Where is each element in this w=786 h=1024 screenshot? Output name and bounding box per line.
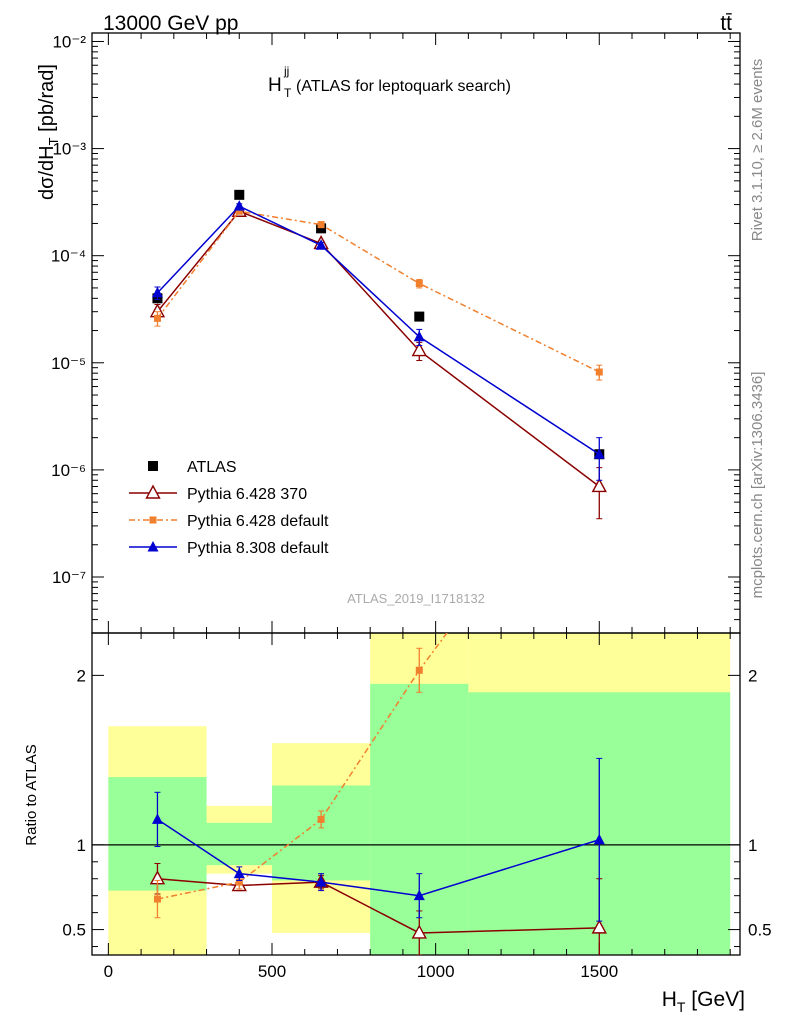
ratio-y-tick-label: 1 (77, 836, 86, 855)
ratio-data-point (317, 815, 325, 823)
main-series-pythia-8-308-default (151, 200, 605, 481)
analysis-id: ATLAS_2019_I1718132 (347, 591, 485, 606)
main-y-tick-label: 10⁻⁴ (51, 247, 86, 266)
ratio-y-axis-label: Ratio to ATLAS (23, 744, 40, 845)
main-plot-title: H (268, 75, 282, 96)
main-y-tick-label: 10⁻² (52, 32, 86, 51)
green-band-2 (272, 785, 371, 881)
title-subscript: T (284, 86, 292, 100)
ratio-y-tick-label: 0.5 (62, 921, 86, 940)
ratio-data-point (151, 813, 163, 824)
legend-item-pythia-6-428-default: Pythia 6.428 default (129, 513, 329, 530)
data-point (591, 478, 607, 493)
main-series-pythia-6-428-default (153, 207, 603, 381)
legend-label: Pythia 8.308 default (187, 540, 329, 557)
data-point (315, 239, 327, 250)
process-label: tt̄ (720, 12, 732, 35)
legend-marker (148, 461, 158, 471)
legend-label: ATLAS (187, 459, 237, 476)
main-y-tick-label: 10⁻⁷ (52, 568, 86, 587)
energy-label: 13000 GeV pp (103, 12, 238, 35)
data-point (234, 189, 245, 200)
title-superscript: jj (283, 64, 289, 78)
data-point (316, 223, 327, 234)
legend-item-pythia-8-308-default: Pythia 8.308 default (129, 540, 329, 557)
data-point (411, 342, 427, 357)
uncertainty-bands (92, 633, 740, 955)
data-point (414, 311, 425, 322)
x-tick-label: 1500 (580, 962, 618, 981)
legend-marker (147, 541, 159, 552)
rivet-label: Rivet 3.1.10, ≥ 2.6M events (749, 59, 766, 242)
x-tick-label: 500 (258, 962, 286, 981)
ratio-data-point (315, 876, 327, 887)
ratio-y-tick-label: 0.5 (748, 921, 772, 940)
ratio-data-point (153, 895, 161, 903)
ratio-data-point (233, 867, 245, 879)
ratio-series-pythia-8-308-default (151, 757, 605, 922)
ratio-series-group (149, 633, 607, 955)
data-point (317, 221, 325, 229)
ratio-y-tick-label: 1 (748, 836, 757, 855)
x-axis-label: HT [GeV] (662, 988, 745, 1015)
main-y-tick-label: 10⁻³ (52, 140, 86, 159)
data-series (149, 189, 607, 955)
data-point (593, 448, 605, 459)
legend-label: Pythia 6.428 default (187, 513, 329, 530)
ratio-y-tick-label: 2 (77, 666, 86, 685)
data-point (153, 314, 161, 322)
data-point (233, 200, 245, 211)
ratio-data-point (415, 666, 423, 674)
title-rest: (ATLAS for leptoquark search) (296, 78, 511, 95)
data-point (151, 286, 163, 298)
data-point (595, 368, 603, 376)
data-point (235, 207, 243, 215)
ratio-y-tick-label: 2 (748, 666, 757, 685)
legend-item-pythia-6-428-370: Pythia 6.428 370 (129, 484, 307, 503)
main-series-group (149, 189, 607, 520)
legend-marker (145, 484, 161, 499)
legend-marker (149, 516, 157, 524)
ratio-plot-frame (91, 632, 741, 956)
mcplots-label: mcplots.cern.ch [arXiv:1306.3436] (749, 372, 766, 599)
legend-label: Pythia 6.428 370 (187, 486, 307, 503)
ratio-data-point (593, 833, 605, 845)
series-line (156, 210, 600, 373)
ratio-data-point (591, 919, 607, 934)
main-series-atlas (152, 189, 605, 460)
data-point (415, 279, 423, 287)
x-tick-label: 0 (104, 962, 113, 981)
ratio-data-point (411, 924, 427, 939)
data-point (413, 330, 425, 342)
axes: 10⁻⁷ 10⁻⁶ 10⁻⁵ 10⁻⁴ 10⁻³ 10⁻² 0 500 1000 1500 0.5 0… (51, 32, 772, 981)
ratio-data-point (235, 878, 243, 886)
band-group (92, 633, 740, 955)
series-line (156, 205, 600, 455)
ratio-data-point (413, 889, 425, 901)
main-y-axis-label: dσ/dHT [pb/rad] (36, 64, 61, 200)
x-tick-label: 1000 (417, 962, 455, 981)
main-y-tick-label: 10⁻⁵ (51, 354, 86, 373)
legend: ATLAS Pythia 6.428 370 Pythia 6.428 defaul… (129, 459, 329, 557)
legend-item-atlas: ATLAS (148, 459, 237, 476)
main-y-tick-label: 10⁻⁶ (51, 461, 86, 480)
green-band-1 (206, 822, 272, 866)
series-line (156, 210, 600, 488)
